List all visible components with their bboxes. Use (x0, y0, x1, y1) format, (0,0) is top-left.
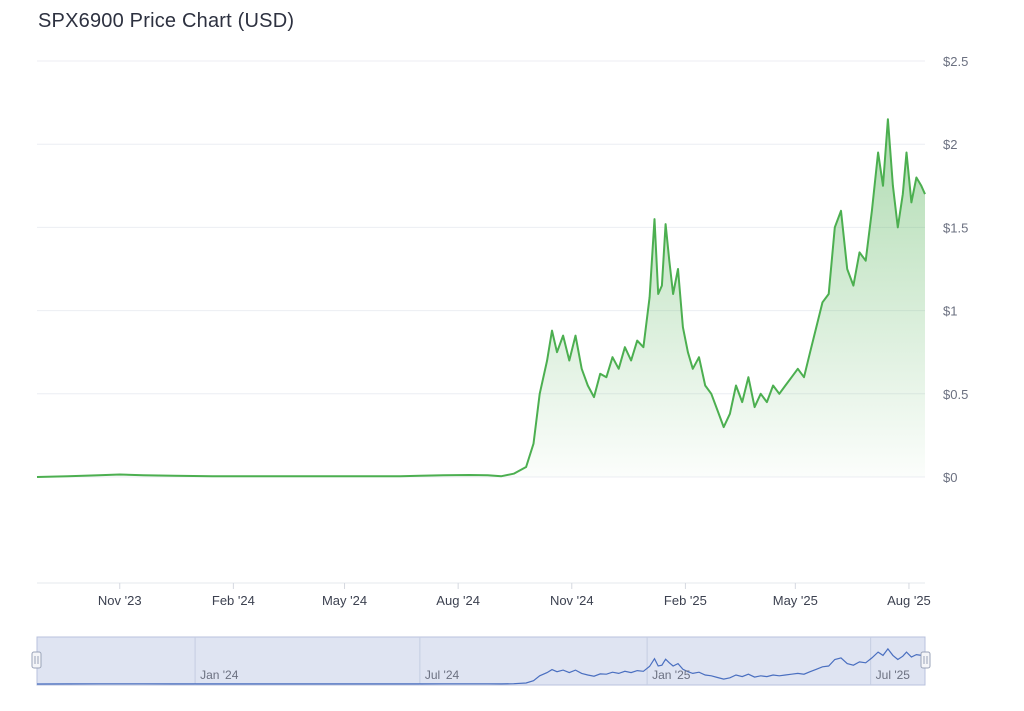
x-tick-label: May '24 (322, 593, 367, 608)
navigator-tick-label: Jan '24 (200, 668, 239, 682)
navigator[interactable]: Jan '24 Jul '24 Jan '25 Jul '25 (31, 636, 931, 686)
navigator-grid (194, 637, 872, 685)
navigator-tick-label: Jul '24 (425, 668, 460, 682)
x-tick-label: Nov '23 (98, 593, 142, 608)
navigator-selection[interactable] (36, 636, 926, 686)
price-line (36, 118, 926, 478)
navigator-tick-label: Jul '25 (876, 668, 911, 682)
navigator-axis: Jan '24 Jul '24 Jan '25 Jul '25 (200, 668, 910, 682)
x-tick-label: Aug '25 (887, 593, 931, 608)
navigator-line (36, 647, 926, 685)
x-tick-label: Aug '24 (436, 593, 480, 608)
y-tick-label: $2 (943, 137, 957, 152)
x-axis: Nov '23 Feb '24 May '24 Aug '24 Nov '24 Feb '… (98, 583, 931, 608)
y-tick-label: $1.5 (943, 220, 968, 235)
price-area-fill (37, 119, 925, 477)
y-tick-label: $2.5 (943, 54, 968, 69)
x-tick-label: Feb '25 (664, 593, 707, 608)
y-axis: $0 $0.5 $1 $1.5 $2 $2.5 (943, 54, 968, 485)
navigator-left-handle[interactable] (31, 651, 42, 669)
navigator-tick-label: Jan '25 (652, 668, 691, 682)
x-tick-label: Feb '24 (212, 593, 255, 608)
x-tick-label: Nov '24 (550, 593, 594, 608)
y-tick-label: $0 (943, 470, 957, 485)
x-tick-label: May '25 (773, 593, 818, 608)
y-tick-label: $0.5 (943, 387, 968, 402)
y-tick-label: $1 (943, 304, 957, 319)
navigator-right-handle[interactable] (920, 651, 931, 669)
chart-title: SPX6900 Price Chart (USD) (38, 10, 295, 32)
